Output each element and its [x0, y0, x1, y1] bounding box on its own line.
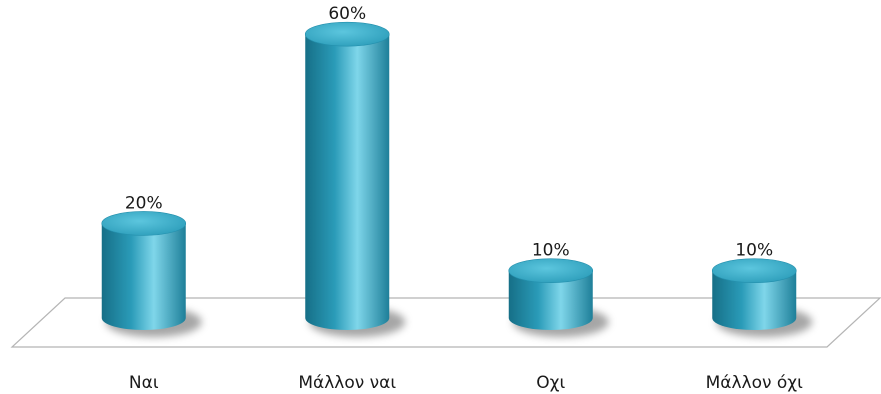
bar-cylinder — [305, 34, 390, 330]
bar-top — [101, 211, 187, 236]
bar-series — [101, 21, 797, 330]
bar-top — [304, 21, 390, 47]
category-label: Ναι — [129, 373, 159, 393]
bar-cylinder — [508, 270, 593, 330]
bar-cylinder — [712, 270, 797, 330]
value-label: 20% — [125, 193, 163, 213]
category-label: Οχι — [536, 373, 565, 393]
chart-floor — [10, 297, 881, 348]
category-label: Μάλλον ναι — [298, 373, 396, 393]
bar-cylinder — [101, 223, 186, 330]
value-label: 10% — [532, 241, 570, 261]
bar-top — [711, 258, 797, 284]
value-label: 10% — [735, 241, 773, 261]
bar-top — [508, 258, 594, 284]
category-label: Μάλλον όχι — [706, 373, 804, 393]
value-label: 60% — [328, 4, 366, 24]
